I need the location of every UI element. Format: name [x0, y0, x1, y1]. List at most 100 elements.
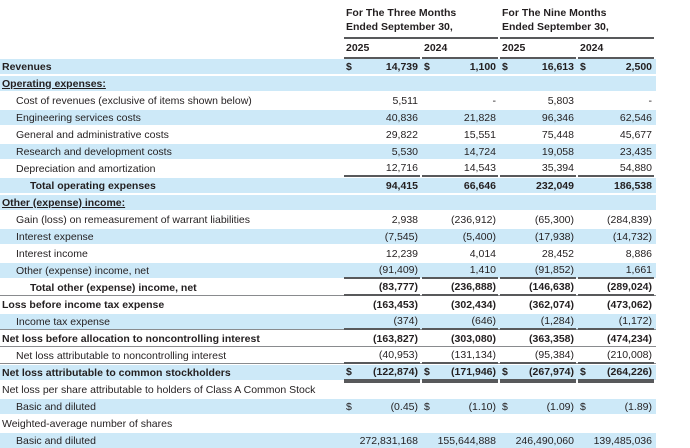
amount-value: (163,453)	[373, 298, 418, 311]
amount-cell-three-months-2025	[344, 76, 420, 91]
amount-cell-three-months-2024: $ (1.10)	[422, 399, 498, 414]
amount-cell-three-months-2025: (163,453)	[344, 297, 420, 312]
amount-value: 45,677	[619, 128, 652, 141]
row-label: Other (expense) income:	[2, 196, 126, 209]
amount-value: (236,912)	[451, 213, 496, 226]
period-group-three-months: For The Three Months Ended September 30,…	[344, 5, 498, 59]
amount-value: 1,100	[469, 60, 496, 73]
amount-cell-nine-months-2024: 45,677	[578, 127, 654, 142]
amount-cell-nine-months-2025: (362,074)	[500, 297, 576, 312]
currency-symbol: $	[346, 400, 352, 413]
amount-value: 29,822	[385, 128, 418, 141]
amount-cell-three-months-2024: $1,100	[422, 59, 498, 74]
amount-value: 96,346	[541, 111, 574, 124]
amount-cell-three-months-2024: 4,014	[422, 246, 498, 261]
amount-value: (210,008)	[607, 348, 652, 361]
amount-value: 5,530	[391, 145, 418, 158]
table-row: Revenues $14,739 $1,100 $16,613 $2,500	[0, 59, 656, 74]
amount-value: 54,880	[619, 161, 652, 174]
year-columns: 2025 2024	[344, 42, 498, 59]
amount-cell-nine-months-2025: (363,358)	[500, 331, 576, 346]
amount-value: 1,661	[625, 263, 652, 276]
period-title-line1: For The Nine Months	[502, 7, 607, 19]
row-label: Operating expenses:	[2, 77, 106, 90]
amount-value: (1.89)	[624, 400, 652, 413]
year-columns: 2025 2024	[500, 42, 654, 59]
amount-value: (5,400)	[462, 230, 496, 243]
amount-cell-three-months-2024: $ (171,946)	[422, 364, 498, 383]
amount-value: 4,014	[469, 247, 496, 260]
row-label: Weighted-average number of shares	[2, 417, 173, 430]
amount-cell-three-months-2025: (40,953)	[344, 347, 420, 364]
table-row: Gain (loss) on remeasurement of warrant …	[0, 212, 656, 227]
amount-value: 75,448	[541, 128, 574, 141]
amount-value: 40,836	[385, 111, 418, 124]
amount-cell-nine-months-2025: 75,448	[500, 127, 576, 142]
currency-symbol: $	[424, 60, 430, 73]
amount-value: (362,074)	[529, 298, 574, 311]
amount-cell-nine-months-2025: (95,384)	[500, 347, 576, 364]
amount-cell-nine-months-2024: 62,546	[578, 110, 654, 125]
amount-value: (7,545)	[384, 230, 418, 243]
row-label: Income tax expense	[16, 315, 110, 328]
amount-cell-three-months-2025	[344, 416, 420, 431]
table-row: Basic and diluted 272,831,168 155,644,88…	[0, 433, 656, 448]
amount-value: 246,490,060	[515, 434, 574, 447]
period-title: For The Nine Months Ended September 30,	[500, 6, 654, 39]
currency-symbol: $	[580, 60, 586, 73]
row-label: Interest expense	[16, 230, 94, 243]
amount-cell-nine-months-2024: 186,538	[578, 178, 654, 193]
amount-value: 1,410	[469, 263, 496, 276]
amount-value: (14,732)	[612, 230, 652, 243]
currency-symbol: $	[346, 60, 352, 73]
amount-cell-three-months-2024: (303,080)	[422, 331, 498, 346]
amount-cell-three-months-2024: (131,134)	[422, 347, 498, 364]
amount-cell-three-months-2025: 94,415	[344, 178, 420, 193]
amount-cell-three-months-2024: (236,912)	[422, 212, 498, 227]
amount-cell-nine-months-2025	[500, 382, 576, 397]
table-body: Revenues $14,739 $1,100 $16,613 $2,500 O…	[0, 59, 656, 448]
amount-cell-nine-months-2024: 139,485,036	[578, 433, 654, 448]
row-label: Other (expense) income, net	[16, 264, 150, 277]
amount-cell-three-months-2024: 66,646	[422, 178, 498, 193]
amount-cell-three-months-2025: 5,511	[344, 93, 420, 108]
amount-value: (303,080)	[451, 332, 496, 345]
table-row: Interest income 12,239 4,014 28,452 8,88…	[0, 246, 656, 261]
row-label: Total other (expense) income, net	[30, 281, 197, 294]
amount-cell-three-months-2025: 29,822	[344, 127, 420, 142]
amount-cell-three-months-2024	[422, 382, 498, 397]
amount-cell-three-months-2024	[422, 416, 498, 431]
amount-value: (363,358)	[529, 332, 574, 345]
amount-value: 14,739	[385, 60, 418, 73]
amount-value: 28,452	[541, 247, 574, 260]
table-row: Net loss attributable to common stockhol…	[0, 364, 656, 383]
amount-value: 12,239	[385, 247, 418, 260]
amount-value: 21,828	[463, 111, 496, 124]
amount-cell-nine-months-2024: -	[578, 93, 654, 108]
amount-value: (91,852)	[534, 263, 574, 276]
row-label: Net loss per share attributable to holde…	[2, 383, 316, 396]
row-label: Depreciation and amortization	[16, 162, 156, 175]
amount-value: 14,543	[463, 161, 496, 174]
amount-cell-nine-months-2024	[578, 382, 654, 397]
amount-value: (1.10)	[468, 400, 496, 413]
amount-cell-three-months-2024: (302,434)	[422, 297, 498, 312]
amount-value: (131,134)	[451, 348, 496, 361]
amount-value: (163,827)	[373, 332, 418, 345]
row-label: Basic and diluted	[16, 400, 96, 413]
amount-value: -	[492, 94, 497, 107]
amount-cell-nine-months-2024: (284,839)	[578, 212, 654, 227]
amount-value: 272,831,168	[359, 434, 418, 447]
amount-value: 155,644,888	[437, 434, 496, 447]
row-label: Loss before income tax expense	[2, 298, 165, 311]
amount-value: (236,888)	[451, 280, 496, 293]
table-row: Depreciation and amortization 12,716 14,…	[0, 160, 656, 177]
amount-cell-three-months-2024: (236,888)	[422, 279, 498, 296]
amount-value: (284,839)	[607, 213, 652, 226]
amount-cell-three-months-2025: $ (122,874)	[344, 364, 420, 383]
amount-cell-nine-months-2024: (210,008)	[578, 347, 654, 364]
amount-cell-three-months-2025: 12,716	[344, 160, 420, 177]
currency-symbol: $	[424, 400, 430, 413]
table-row: Operating expenses:	[0, 76, 656, 91]
year-column-2024: 2024	[422, 42, 498, 59]
